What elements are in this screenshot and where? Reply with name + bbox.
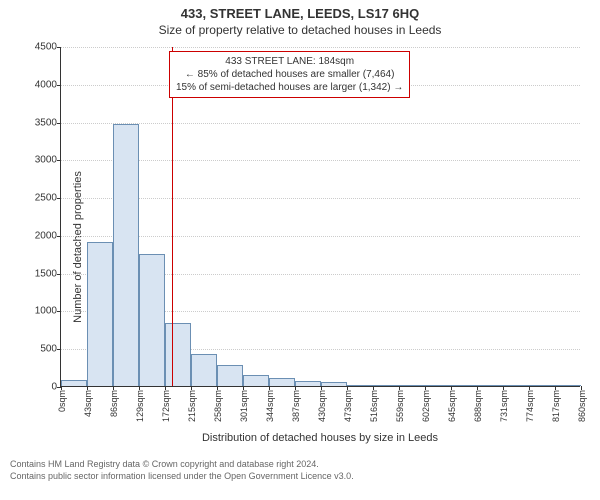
y-tick-mark	[57, 85, 61, 86]
y-tick-mark	[57, 274, 61, 275]
histogram-bar	[113, 124, 139, 386]
histogram-bar	[191, 354, 217, 386]
x-tick-label: 43sqm	[83, 390, 93, 417]
x-tick-label: 602sqm	[421, 390, 431, 422]
x-tick-mark	[477, 386, 478, 390]
x-tick-label: 129sqm	[135, 390, 145, 422]
x-tick-label: 215sqm	[187, 390, 197, 422]
footer: Contains HM Land Registry data © Crown c…	[0, 457, 600, 482]
y-tick-label: 3500	[17, 117, 61, 128]
x-tick-mark	[139, 386, 140, 390]
page-title: 433, STREET LANE, LEEDS, LS17 6HQ	[0, 6, 600, 21]
chart-container: Number of detached properties 0500100015…	[0, 37, 600, 457]
histogram-bar	[503, 385, 529, 386]
x-tick-label: 860sqm	[577, 390, 587, 422]
histogram-bar	[399, 385, 425, 386]
y-tick-mark	[57, 160, 61, 161]
x-tick-mark	[113, 386, 114, 390]
x-tick-label: 516sqm	[369, 390, 379, 422]
y-tick-label: 1000	[17, 306, 61, 317]
x-tick-label: 258sqm	[213, 390, 223, 422]
x-tick-label: 817sqm	[551, 390, 561, 422]
histogram-bar	[295, 381, 321, 386]
y-tick-label: 500	[17, 344, 61, 355]
x-tick-label: 774sqm	[525, 390, 535, 422]
y-tick-label: 4500	[17, 42, 61, 53]
x-tick-mark	[191, 386, 192, 390]
x-tick-mark	[373, 386, 374, 390]
footer-line-2: Contains public sector information licen…	[10, 471, 590, 483]
histogram-bar	[451, 385, 477, 386]
annotation-box: 433 STREET LANE: 184sqm← 85% of detached…	[169, 51, 410, 98]
grid-line	[61, 47, 580, 48]
x-tick-label: 86sqm	[109, 390, 119, 417]
footer-line-1: Contains HM Land Registry data © Crown c…	[10, 459, 590, 471]
x-tick-label: 688sqm	[473, 390, 483, 422]
histogram-bar	[61, 380, 87, 386]
x-tick-mark	[87, 386, 88, 390]
x-tick-mark	[555, 386, 556, 390]
y-tick-mark	[57, 236, 61, 237]
plot-area: 0500100015002000250030003500400045000sqm…	[60, 47, 580, 387]
histogram-bar	[139, 254, 165, 386]
x-tick-mark	[529, 386, 530, 390]
x-tick-mark	[165, 386, 166, 390]
histogram-bar	[217, 365, 243, 386]
histogram-bar	[87, 242, 113, 386]
x-tick-label: 387sqm	[291, 390, 301, 422]
y-tick-mark	[57, 349, 61, 350]
x-tick-label: 559sqm	[395, 390, 405, 422]
histogram-bar	[373, 385, 399, 386]
x-tick-label: 301sqm	[239, 390, 249, 422]
x-tick-label: 731sqm	[499, 390, 509, 422]
x-tick-label: 0sqm	[57, 390, 67, 412]
x-tick-mark	[321, 386, 322, 390]
x-tick-label: 172sqm	[161, 390, 171, 422]
x-tick-label: 344sqm	[265, 390, 275, 422]
y-tick-label: 3000	[17, 155, 61, 166]
x-tick-mark	[425, 386, 426, 390]
y-tick-mark	[57, 311, 61, 312]
x-tick-mark	[269, 386, 270, 390]
histogram-bar	[425, 385, 451, 386]
x-tick-mark	[243, 386, 244, 390]
x-tick-mark	[581, 386, 582, 390]
histogram-bar	[555, 385, 581, 386]
histogram-bar	[269, 378, 295, 386]
x-tick-mark	[217, 386, 218, 390]
y-tick-label: 1500	[17, 268, 61, 279]
y-tick-label: 2000	[17, 230, 61, 241]
y-tick-mark	[57, 198, 61, 199]
histogram-bar	[347, 385, 373, 387]
page-subtitle: Size of property relative to detached ho…	[0, 23, 600, 37]
histogram-bar	[165, 323, 191, 386]
x-tick-mark	[451, 386, 452, 390]
histogram-bar	[243, 375, 269, 386]
x-tick-mark	[399, 386, 400, 390]
x-tick-mark	[61, 386, 62, 390]
x-tick-label: 473sqm	[343, 390, 353, 422]
x-tick-mark	[295, 386, 296, 390]
x-axis-label: Distribution of detached houses by size …	[60, 432, 580, 444]
x-tick-label: 645sqm	[447, 390, 457, 422]
annotation-line: ← 85% of detached houses are smaller (7,…	[176, 68, 403, 81]
x-tick-mark	[347, 386, 348, 390]
y-tick-label: 0	[17, 382, 61, 393]
annotation-line: 15% of semi-detached houses are larger (…	[176, 81, 403, 94]
histogram-bar	[321, 382, 347, 386]
histogram-bar	[529, 385, 555, 386]
x-tick-label: 430sqm	[317, 390, 327, 422]
histogram-bar	[477, 385, 503, 386]
y-tick-mark	[57, 123, 61, 124]
x-tick-mark	[503, 386, 504, 390]
y-tick-mark	[57, 47, 61, 48]
y-tick-label: 4000	[17, 79, 61, 90]
y-tick-label: 2500	[17, 193, 61, 204]
annotation-line: 433 STREET LANE: 184sqm	[176, 55, 403, 68]
